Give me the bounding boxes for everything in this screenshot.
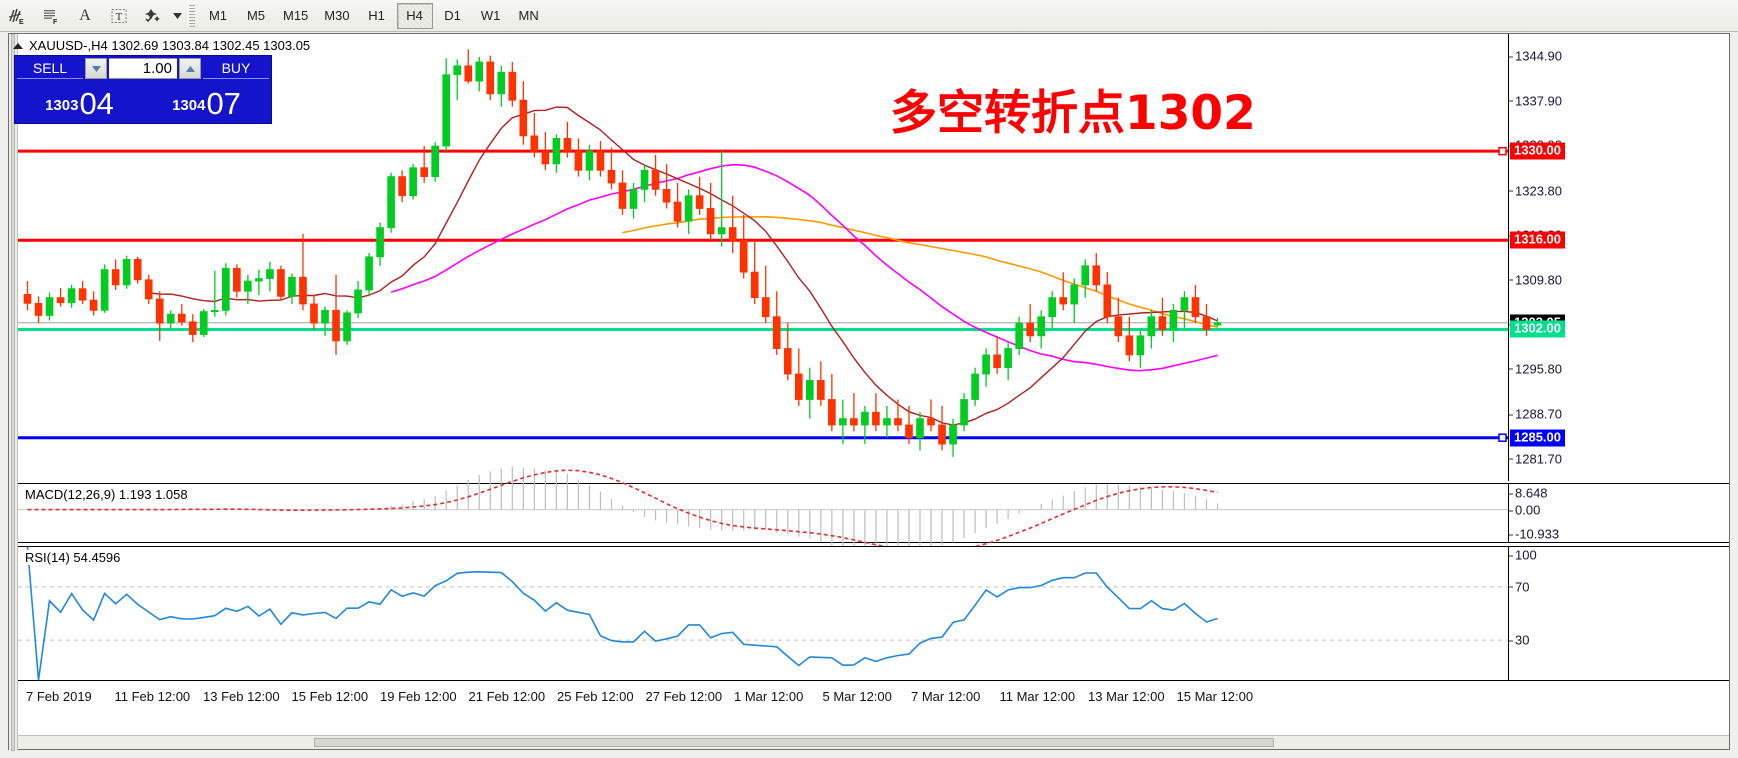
volume-input[interactable]: 1.00 bbox=[109, 58, 177, 79]
macd-pane[interactable]: MACD(12,26,9) 1.193 1.058 8.648 0.00 -10.9… bbox=[18, 466, 1729, 555]
timeframe-h4[interactable]: H4 bbox=[396, 2, 433, 29]
timeframe-m30[interactable]: M30 bbox=[324, 8, 350, 23]
rsi-tick: 30 bbox=[1508, 632, 1530, 648]
horizontal-scrollbar-thumb[interactable] bbox=[314, 738, 1274, 747]
macd-tick: -10.933 bbox=[1508, 526, 1560, 542]
pivot-1302-label: 1302.00 bbox=[1510, 320, 1565, 338]
trade-panel-top-row: SELL 1.00 BUY bbox=[15, 56, 271, 81]
sell-price-prefix: 1303 bbox=[45, 97, 79, 114]
macd-scale: 8.648 0.00 -10.933 bbox=[1508, 484, 1729, 542]
rsi-label: RSI(14) 54.4596 bbox=[23, 550, 123, 565]
price-plot-area[interactable] bbox=[18, 34, 1508, 481]
time-tick-label: 27 Feb 12:00 bbox=[645, 689, 723, 704]
volume-increase-button[interactable] bbox=[179, 58, 201, 79]
chart-expand-icon[interactable] bbox=[13, 42, 23, 49]
objects-dropdown-caret-icon[interactable] bbox=[170, 2, 184, 30]
macd-tick: 8.648 bbox=[1509, 485, 1548, 501]
time-tick-label: 21 Feb 12:00 bbox=[468, 689, 546, 704]
vertical-scrollbar-thumb[interactable] bbox=[11, 34, 15, 751]
buy-button[interactable]: BUY bbox=[203, 58, 269, 79]
macd-label: MACD(12,26,9) 1.193 1.058 bbox=[23, 487, 190, 502]
time-axis-labels: 7 Feb 2019 11 Feb 12:00 13 Feb 12:00 15 Feb… bbox=[18, 683, 1508, 711]
candlestick-series bbox=[18, 49, 1508, 457]
svg-text:E: E bbox=[19, 19, 24, 26]
horizontal-scrollbar[interactable] bbox=[18, 735, 1729, 749]
price-scale[interactable]: 1344.901337.901330.901323.801316.801309.… bbox=[1508, 34, 1729, 481]
time-tick-label: 11 Feb 12:00 bbox=[114, 689, 191, 704]
price-tick: 1323.80 bbox=[1509, 183, 1562, 199]
time-tick-label: 13 Mar 12:00 bbox=[1088, 689, 1165, 704]
time-tick-label: 13 Feb 12:00 bbox=[203, 689, 280, 704]
timeframe-m1[interactable]: M1 bbox=[208, 8, 228, 23]
chart-annotation-text: 多空转折点1302 bbox=[890, 86, 1256, 141]
time-tick-label: 7 Feb 2019 bbox=[26, 689, 92, 704]
trade-panel-prices: 1303 04 1304 07 bbox=[15, 81, 271, 123]
time-tick-label: 5 Mar 12:00 bbox=[822, 689, 892, 704]
vertical-scrollbar[interactable] bbox=[9, 34, 18, 751]
time-axis: 7 Feb 2019 11 Feb 12:00 13 Feb 12:00 15 Feb… bbox=[18, 683, 1729, 711]
price-tick: 1281.70 bbox=[1509, 451, 1562, 467]
svg-text:F: F bbox=[53, 19, 58, 26]
one-click-trading-panel[interactable]: SELL 1.00 BUY 1303 04 1304 07 bbox=[14, 55, 272, 124]
time-tick-label: 25 Feb 12:00 bbox=[557, 689, 634, 704]
rsi-tick: 70 bbox=[1508, 579, 1530, 595]
price-tick: 1288.70 bbox=[1509, 406, 1562, 422]
toolbar: E F A T bbox=[0, 0, 1738, 32]
rsi-series bbox=[18, 546, 1508, 681]
rsi-pane[interactable]: RSI(14) 54.4596 100 70 30 bbox=[18, 546, 1729, 681]
price-pane[interactable]: 1344.901337.901330.901323.801316.801309.… bbox=[18, 34, 1729, 481]
svg-text:T: T bbox=[116, 11, 123, 23]
sell-price-quote[interactable]: 1303 04 bbox=[17, 81, 142, 121]
timeframe-mn[interactable]: MN bbox=[518, 8, 539, 23]
rsi-plot-area[interactable] bbox=[18, 546, 1508, 681]
timeframe-d1[interactable]: D1 bbox=[444, 8, 461, 23]
support-1285-label: 1285.00 bbox=[1510, 429, 1565, 447]
text-label-icon[interactable]: T bbox=[103, 2, 135, 30]
objects-icon[interactable] bbox=[137, 2, 169, 30]
time-tick-label: 11 Mar 12:00 bbox=[999, 689, 1076, 704]
symbol-ohlc-text: XAUUSD-,H4 1302.69 1303.84 1302.45 1303.… bbox=[29, 38, 311, 53]
rsi-tick: 100 bbox=[1509, 547, 1537, 563]
macd-series bbox=[18, 466, 1508, 555]
toolbar-separator bbox=[188, 4, 195, 27]
indicators-icon[interactable]: E bbox=[1, 2, 33, 30]
buy-price-quote[interactable]: 1304 07 bbox=[144, 81, 269, 121]
macd-plot-area[interactable] bbox=[18, 466, 1508, 555]
sell-price-pips: 04 bbox=[79, 86, 114, 121]
time-tick-label: 1 Mar 12:00 bbox=[734, 689, 804, 704]
timeframe-h1[interactable]: H1 bbox=[368, 8, 385, 23]
buy-price-pips: 07 bbox=[206, 86, 241, 121]
price-tick: 1337.90 bbox=[1509, 93, 1562, 109]
price-tick: 1309.80 bbox=[1509, 272, 1562, 288]
chart-frame: 1344.901337.901330.901323.801316.801309.… bbox=[8, 33, 1730, 751]
time-tick-label: 19 Feb 12:00 bbox=[380, 689, 457, 704]
time-tick-label: 15 Mar 12:00 bbox=[1176, 689, 1254, 704]
volume-decrease-button[interactable] bbox=[85, 58, 107, 79]
timeframe-m15[interactable]: M15 bbox=[283, 8, 309, 23]
price-tick: 1295.80 bbox=[1509, 361, 1562, 377]
buy-price-prefix: 1304 bbox=[172, 97, 206, 114]
chart-inner: 1344.901337.901330.901323.801316.801309.… bbox=[18, 34, 1729, 749]
symbol-header: XAUUSD-,H4 1302.69 1303.84 1302.45 1303.… bbox=[13, 37, 310, 54]
time-tick-label: 15 Feb 12:00 bbox=[291, 689, 369, 704]
macd-tick: 0.00 bbox=[1508, 502, 1541, 518]
timeframe-w1[interactable]: W1 bbox=[480, 8, 501, 23]
price-tick: 1344.90 bbox=[1509, 48, 1562, 64]
time-tick-label: 7 Mar 12:00 bbox=[911, 689, 981, 704]
templates-icon[interactable]: F bbox=[35, 2, 67, 30]
crosshair-text-icon[interactable]: A bbox=[79, 6, 91, 24]
resistance-1316-label: 1316.00 bbox=[1510, 231, 1565, 249]
timeframe-m5[interactable]: M5 bbox=[246, 8, 266, 23]
rsi-scale: 100 70 30 bbox=[1508, 547, 1729, 680]
sell-button[interactable]: SELL bbox=[17, 58, 83, 79]
resistance-1330-label: 1330.00 bbox=[1510, 142, 1565, 160]
